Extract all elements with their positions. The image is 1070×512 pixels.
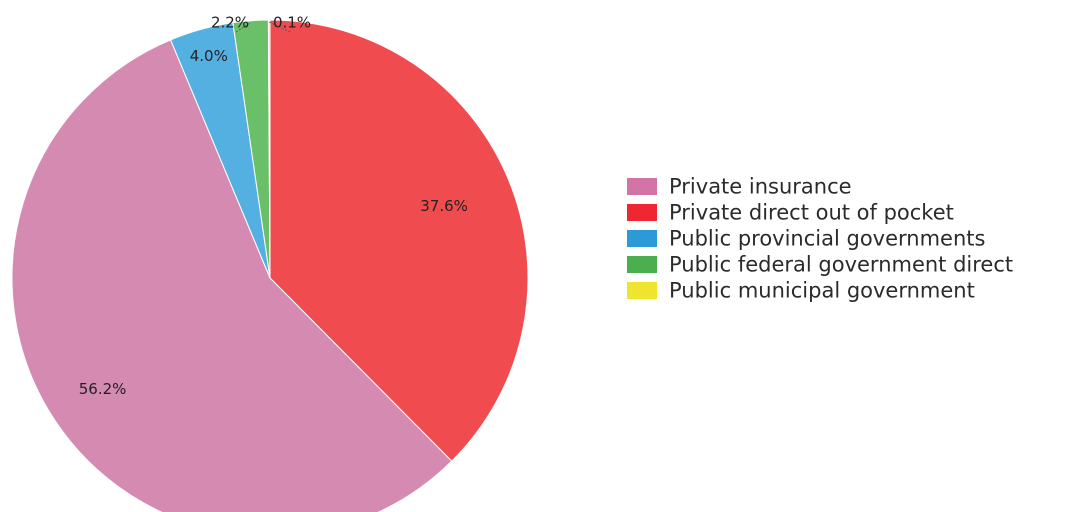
legend-label-public-provincial-governments: Public provincial governments — [669, 227, 985, 251]
pie-slice-private-insurance — [11, 39, 453, 512]
legend-swatch-private-insurance — [627, 178, 657, 195]
legend-swatch-public-municipal-government — [627, 282, 657, 299]
leader-lines — [235, 21, 291, 33]
legend-item-private-direct-out-of-pocket: Private direct out of pocket — [627, 201, 954, 225]
slice-label-public-federal-government-direct: 2.2% — [211, 14, 249, 32]
pie-slice-private-direct-out-of-pocket — [269, 19, 529, 462]
legend-label-public-municipal-government: Public municipal government — [669, 279, 975, 303]
legend-item-public-federal-government-direct: Public federal government direct — [627, 253, 1013, 277]
legend-label-private-direct-out-of-pocket: Private direct out of pocket — [669, 201, 954, 225]
slice-label-public-provincial-governments: 4.0% — [190, 47, 228, 65]
slice-label-public-municipal-government: 0.1% — [273, 14, 311, 32]
leader-line-public-municipal-government — [269, 21, 291, 33]
pie-slice-public-municipal-government — [267, 19, 271, 279]
slice-label-private-direct-out-of-pocket: 37.6% — [420, 197, 468, 215]
leader-line-public-federal-government-direct — [235, 22, 251, 33]
legend-label-private-insurance: Private insurance — [669, 175, 852, 199]
legend-item-public-municipal-government: Public municipal government — [627, 279, 975, 303]
slice-labels: 37.6% 56.2% 4.0% 2.2% 0.1% — [79, 14, 468, 399]
pie-slices — [11, 19, 529, 512]
slice-label-private-insurance: 56.2% — [79, 380, 127, 398]
legend-swatch-public-provincial-governments — [627, 230, 657, 247]
legend-swatch-private-direct-out-of-pocket — [627, 204, 657, 221]
legend-item-private-insurance: Private insurance — [627, 175, 852, 199]
legend-swatch-public-federal-government-direct — [627, 256, 657, 273]
legend-item-public-provincial-governments: Public provincial governments — [627, 227, 985, 251]
legend-label-public-federal-government-direct: Public federal government direct — [669, 253, 1013, 277]
